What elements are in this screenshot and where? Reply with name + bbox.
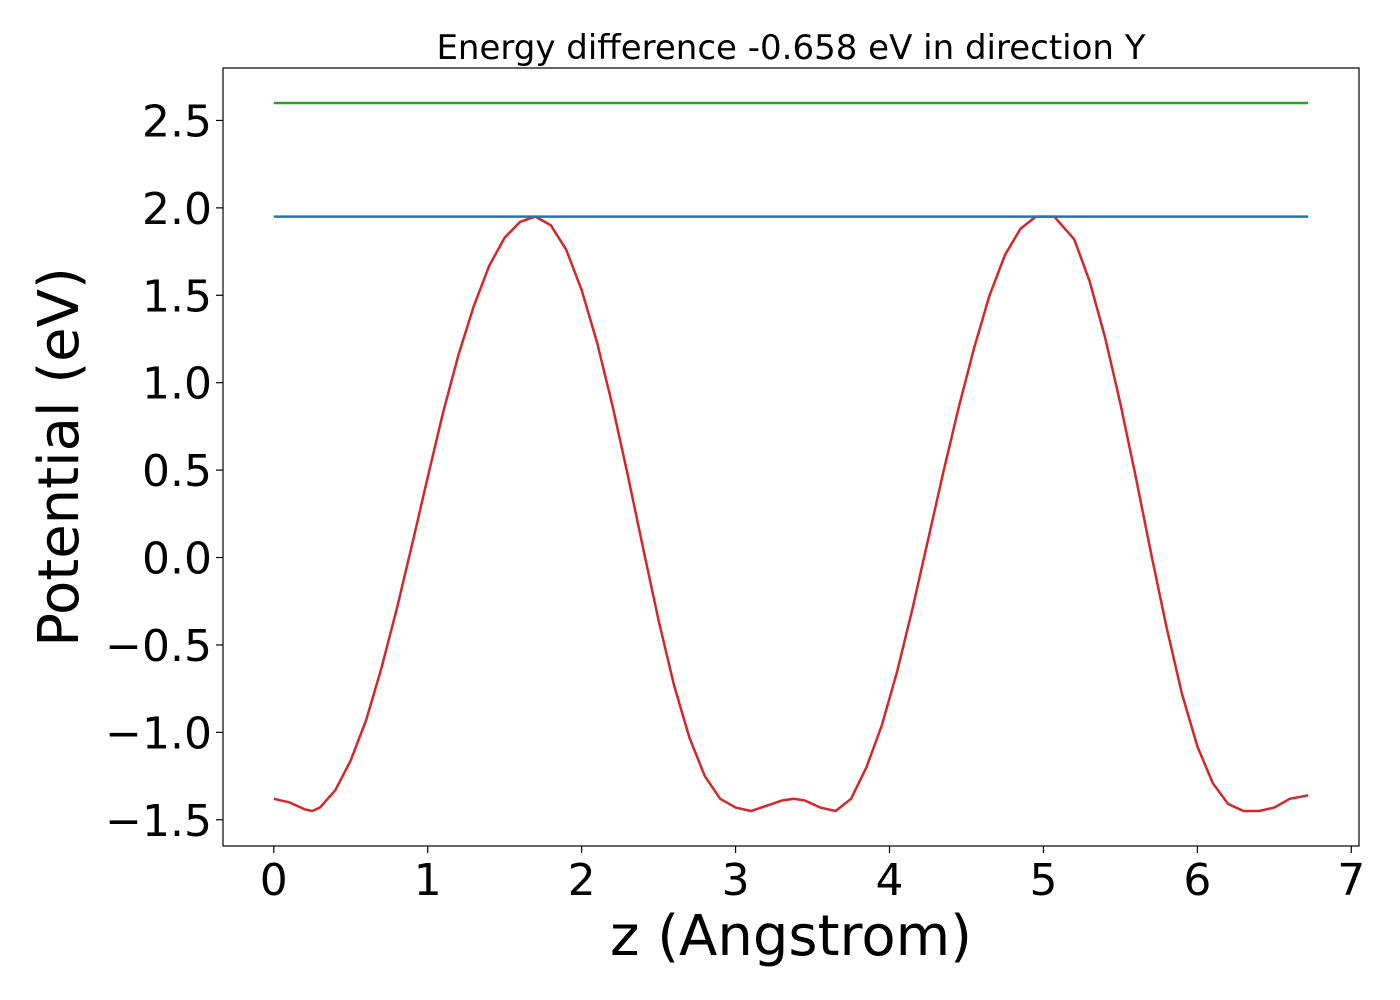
x-tick-label: 1: [414, 855, 442, 906]
y-tick-label: 2.0: [142, 184, 212, 235]
y-tick-label: −1.0: [105, 708, 212, 759]
x-tick-label: 6: [1183, 855, 1211, 906]
x-axis-title: z (Angstrom): [610, 904, 972, 969]
x-tick-label: 0: [260, 855, 288, 906]
y-tick-label: 0.5: [142, 446, 212, 497]
x-tick-label: 5: [1029, 855, 1057, 906]
y-tick-label: 0.0: [142, 534, 212, 585]
x-tick-label: 4: [876, 855, 904, 906]
series-line-1: [273, 215, 1309, 813]
x-axis: 0 1 2 3 4 5 6 7: [260, 846, 1365, 906]
y-tick-label: −0.5: [105, 621, 212, 672]
x-tick-label: 7: [1337, 855, 1365, 906]
x-tick-label: 2: [568, 855, 596, 906]
x-tick-label: 3: [722, 855, 750, 906]
y-tick-label: 2.5: [142, 96, 212, 147]
y-axis: −1.5 −1.0 −0.5 0.0 0.5 1.0 1.5 2.0 2.5: [105, 96, 223, 847]
y-tick-label: 1.5: [142, 271, 212, 322]
series-layer: [273, 101, 1309, 813]
y-axis-title: Potential (eV): [27, 267, 92, 647]
plot-frame: [222, 67, 1360, 847]
y-tick-label: 1.0: [142, 359, 212, 410]
y-tick-label: −1.5: [105, 796, 212, 847]
chart-title: Energy difference -0.658 eV in direction…: [436, 28, 1145, 68]
